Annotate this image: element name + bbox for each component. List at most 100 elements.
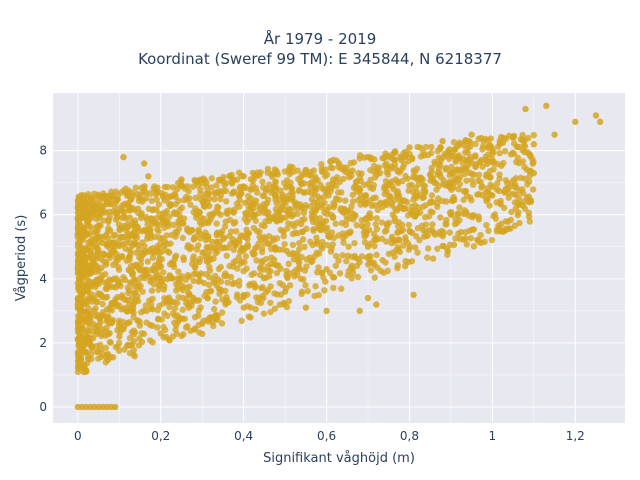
scatter-point: [121, 209, 128, 216]
scatter-point: [276, 206, 283, 214]
scatter-point: [188, 260, 196, 268]
scatter-point: [277, 187, 284, 194]
scatter-point: [456, 204, 463, 211]
scatter-point: [112, 188, 120, 195]
scatter-point: [322, 166, 329, 173]
scatter-point: [99, 235, 106, 242]
scatter-point: [358, 216, 366, 224]
scatter-point: [103, 198, 111, 206]
scatter-point: [373, 214, 380, 222]
scatter-point: [191, 177, 199, 184]
scatter-point: [346, 173, 353, 181]
scatter-point: [373, 251, 380, 259]
scatter-point: [462, 229, 469, 236]
scatter-point: [452, 235, 459, 242]
scatter-point: [267, 299, 274, 306]
scatter-point: [287, 184, 295, 191]
scatter-point: [265, 273, 273, 280]
scatter-point: [236, 297, 244, 304]
scatter-point: [116, 226, 123, 233]
scatter-point: [201, 203, 209, 210]
scatter-point: [351, 252, 358, 260]
scatter-point: [277, 226, 284, 234]
scatter-point: [260, 209, 267, 216]
scatter-point: [440, 242, 447, 250]
scatter-point: [178, 176, 185, 183]
scatter-point: [119, 234, 126, 241]
scatter-point: [289, 241, 297, 249]
scatter-point: [402, 257, 409, 265]
scatter-point: [170, 221, 177, 229]
scatter-point: [325, 233, 332, 240]
scatter-point: [213, 220, 220, 227]
scatter-point: [147, 190, 154, 197]
scatter-point: [272, 178, 279, 185]
scatter-point: [236, 277, 243, 285]
scatter-point: [153, 196, 160, 203]
scatter-point: [271, 305, 279, 312]
scatter-points: [74, 102, 604, 411]
scatter-point: [427, 198, 434, 205]
scatter-point: [147, 305, 155, 313]
scatter-point: [490, 166, 497, 173]
scatter-point: [295, 263, 303, 271]
scatter-point: [252, 217, 259, 225]
scatter-point: [344, 252, 352, 259]
scatter-point: [343, 212, 350, 220]
scatter-point: [206, 281, 213, 289]
scatter-point: [175, 218, 182, 225]
scatter-point: [489, 192, 496, 199]
scatter-point: [332, 262, 340, 269]
scatter-point: [120, 274, 127, 281]
scatter-point: [472, 163, 479, 171]
scatter-point: [134, 190, 141, 198]
scatter-point: [107, 227, 114, 234]
scatter-point: [247, 281, 254, 288]
scatter-point: [410, 167, 417, 174]
scatter-point: [450, 193, 457, 201]
scatter-point: [294, 167, 301, 174]
scatter-point: [164, 312, 171, 319]
scatter-point: [302, 282, 309, 289]
scatter-point: [160, 300, 167, 307]
scatter-point: [187, 201, 194, 208]
scatter-point: [302, 166, 310, 174]
scatter-point: [226, 262, 233, 270]
scatter-point: [387, 154, 395, 162]
scatter-point: [371, 156, 378, 163]
scatter-point: [439, 197, 446, 205]
scatter-point: [164, 183, 171, 191]
scatter-point: [203, 244, 210, 251]
scatter-point: [429, 209, 436, 216]
scatter-point: [435, 229, 443, 236]
scatter-point: [88, 355, 95, 363]
scatter-point: [291, 198, 298, 206]
scatter-point: [99, 309, 107, 316]
scatter-point: [252, 305, 259, 313]
x-tick-label: 0,6: [317, 429, 336, 443]
scatter-point: [358, 253, 366, 260]
scatter-point: [125, 187, 132, 194]
scatter-point: [384, 171, 392, 178]
scatter-point: [347, 228, 354, 235]
scatter-point: [81, 207, 88, 215]
scatter-point: [521, 148, 528, 156]
scatter-point: [428, 164, 435, 172]
scatter-point: [87, 249, 94, 256]
scatter-point: [473, 236, 481, 244]
scatter-point: [298, 180, 305, 188]
scatter-point: [308, 179, 315, 186]
scatter-point: [364, 243, 372, 250]
scatter-point: [158, 214, 165, 222]
scatter-point: [348, 203, 355, 210]
scatter-point: [298, 216, 306, 224]
scatter-point: [99, 300, 106, 308]
scatter-point: [112, 343, 120, 351]
scatter-point: [137, 260, 145, 268]
scatter-point: [84, 191, 92, 198]
scatter-point: [285, 260, 292, 268]
scatter-point: [475, 216, 483, 223]
scatter-point: [123, 308, 130, 315]
scatter-point: [394, 223, 402, 230]
